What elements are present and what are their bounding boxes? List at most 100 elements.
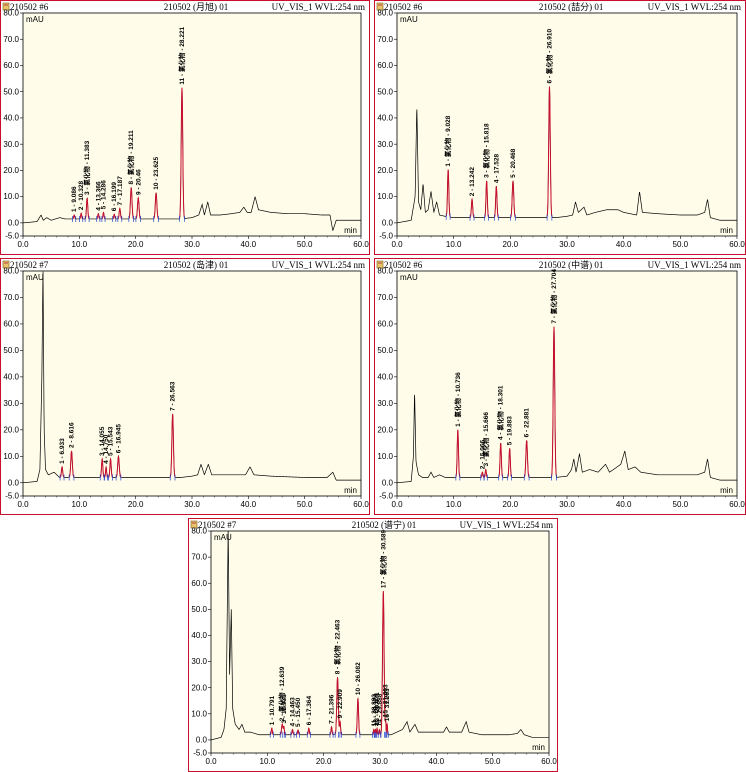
peak-label: 16 - 31.263 bbox=[384, 688, 391, 721]
header-left: 210502 #7 bbox=[10, 260, 49, 270]
y-tick-label: 80.0 bbox=[3, 267, 19, 276]
peak-label: 1 - 氯化物 - 9.028 bbox=[443, 115, 452, 166]
header-right: UV_VIS_1 WVL:254 nm bbox=[648, 260, 741, 270]
chart-svg: 210502 #7 210502 (岛津) 01 UV_VIS_1 WVL:254 … bbox=[2, 259, 369, 509]
peak: 4 - 氯化物 - 18.301 bbox=[496, 385, 505, 481]
peak-label: 6 - 22.881 bbox=[524, 408, 531, 438]
peak: 11 - 氯化物 - 28.221 bbox=[177, 26, 186, 222]
peak-label: 2 - 氯化物 - 12.639 bbox=[277, 666, 286, 721]
y-tick-label: 50.0 bbox=[377, 87, 393, 96]
chromatogram-panel-1: 210502 #6 210502 (月旭) 01 UV_VIS_1 WVL:254 … bbox=[0, 0, 370, 255]
file-icon bbox=[2, 2, 10, 11]
y-tick-label: 10.0 bbox=[191, 709, 207, 718]
y-tick-label: 70.0 bbox=[377, 293, 393, 302]
x-tick-label: 60.0 bbox=[353, 240, 369, 249]
peak-label: 8 - 氯化物 - 22.463 bbox=[333, 619, 342, 674]
y-tick-label: 70.0 bbox=[191, 553, 207, 562]
peak-label: 7 - 17.187 bbox=[117, 176, 124, 206]
y-tick-label: 10.0 bbox=[3, 192, 19, 201]
peak: 3 - 12.931 bbox=[281, 694, 288, 738]
x-tick-label: 0.0 bbox=[391, 500, 403, 509]
plot-area bbox=[396, 270, 738, 497]
y-tick-label: 0.0 bbox=[196, 736, 208, 745]
peak-label: 6 - 17.364 bbox=[306, 696, 313, 726]
peak-label: 11 - 28.893 bbox=[371, 694, 378, 727]
y-tick-label: 80.0 bbox=[377, 267, 393, 276]
peak-label: 10 - 26.082 bbox=[355, 662, 362, 695]
peak: 7 - 21.396 bbox=[329, 694, 336, 738]
file-icon bbox=[2, 260, 10, 269]
y-tick-label: -5.0 bbox=[379, 492, 393, 501]
chromatogram-trace bbox=[397, 327, 737, 484]
header-center: 210502 (喆分) 01 bbox=[539, 1, 604, 12]
header-center: 210502 (中谱) 01 bbox=[539, 259, 604, 270]
x-tick-label: 30.0 bbox=[559, 500, 575, 509]
header-right: UV_VIS_1 WVL:254 nm bbox=[272, 260, 365, 270]
y-tick-label: 0.0 bbox=[382, 218, 394, 227]
y-axis-label: mAU bbox=[214, 533, 232, 542]
y-tick-label: 0.0 bbox=[8, 478, 20, 487]
peak-label: 1 - 10.791 bbox=[269, 696, 276, 726]
x-tick-label: 50.0 bbox=[673, 500, 689, 509]
y-tick-label: 60.0 bbox=[3, 61, 19, 70]
y-tick-label: -5.0 bbox=[5, 492, 19, 501]
peak: 1 - 9.086 bbox=[71, 186, 78, 222]
plot-area bbox=[210, 530, 550, 754]
y-tick-label: 40.0 bbox=[3, 114, 19, 123]
peak-label: 3 - 12.931 bbox=[281, 694, 288, 724]
y-tick-label: 20.0 bbox=[377, 425, 393, 434]
x-tick-label: 0.0 bbox=[17, 240, 29, 249]
peak-label: 4 - 17.528 bbox=[493, 153, 500, 183]
peak-label: 17 - 氯化物 - 30.589 bbox=[378, 530, 387, 589]
peak-label: 5 - 20.468 bbox=[510, 148, 517, 178]
x-axis-label: min bbox=[720, 226, 733, 235]
peak-label: 2 - 8.616 bbox=[69, 422, 76, 448]
x-tick-label: 40.0 bbox=[241, 500, 257, 509]
x-tick-label: 0.0 bbox=[391, 240, 403, 249]
header-left: 210502 #6 bbox=[10, 2, 49, 12]
header-right: UV_VIS_1 WVL:254 nm bbox=[460, 520, 553, 530]
peak-label: 3 - 14.055 bbox=[99, 426, 106, 456]
x-tick-label: 30.0 bbox=[184, 500, 200, 509]
x-tick-label: 20.0 bbox=[128, 240, 144, 249]
peak-label: 4 - 13.366 bbox=[95, 181, 102, 211]
chromatogram-panel-3: 210502 #7 210502 (岛津) 01 UV_VIS_1 WVL:254 … bbox=[0, 258, 370, 515]
peak-label: 3 - 氯化物 - 11.383 bbox=[82, 140, 91, 195]
y-tick-label: 10.0 bbox=[377, 452, 393, 461]
peak: 4 - 14.750 bbox=[103, 434, 110, 481]
peak: 4 - 14.463 bbox=[289, 697, 296, 738]
peak: 7 - 26.563 bbox=[170, 381, 177, 481]
x-tick-label: 50.0 bbox=[297, 240, 313, 249]
chart-svg: 210502 #6 210502 (喆分) 01 UV_VIS_1 WVL:254 … bbox=[376, 1, 745, 249]
chromatogram-trace bbox=[23, 271, 361, 484]
y-tick-label: 10.0 bbox=[377, 192, 393, 201]
y-tick-label: 60.0 bbox=[3, 320, 19, 329]
peak-label: 1 - 6.933 bbox=[59, 438, 66, 464]
x-tick-label: 50.0 bbox=[673, 240, 689, 249]
x-tick-label: 60.0 bbox=[729, 240, 745, 249]
y-tick-label: -5.0 bbox=[193, 749, 207, 758]
y-axis-label: mAU bbox=[26, 15, 44, 24]
y-axis-label: mAU bbox=[400, 15, 418, 24]
peak-label: 6 - 16.945 bbox=[115, 424, 122, 454]
peak-label: 7 - 氯化物 - 27.704 bbox=[549, 269, 558, 324]
peak: 3 - 14.055 bbox=[99, 426, 106, 481]
header-right: UV_VIS_1 WVL:254 nm bbox=[272, 2, 365, 12]
peak: 3 - 氯化物 - 15.666 bbox=[481, 412, 490, 481]
file-icon bbox=[190, 520, 198, 529]
y-tick-label: -5.0 bbox=[379, 232, 393, 241]
y-axis-label: mAU bbox=[26, 273, 44, 282]
peak: 6 - 22.881 bbox=[524, 408, 531, 481]
peak: 9 - 20.46 bbox=[135, 169, 142, 222]
file-icon bbox=[376, 260, 384, 269]
peak-label: 8 - 氯化物 - 19.211 bbox=[126, 130, 135, 185]
header-left: 210502 #6 bbox=[384, 260, 423, 270]
peak: 2 - 10.328 bbox=[78, 181, 85, 222]
x-tick-label: 60.0 bbox=[729, 500, 745, 509]
y-tick-label: 40.0 bbox=[3, 372, 19, 381]
peak: 1 - 氯化物 - 10.736 bbox=[453, 372, 462, 481]
x-tick-label: 20.0 bbox=[128, 500, 144, 509]
x-tick-label: 20.0 bbox=[316, 757, 332, 766]
y-axis-label: mAU bbox=[400, 273, 418, 282]
peak-label: 4 - 氯化物 - 18.301 bbox=[496, 385, 505, 440]
